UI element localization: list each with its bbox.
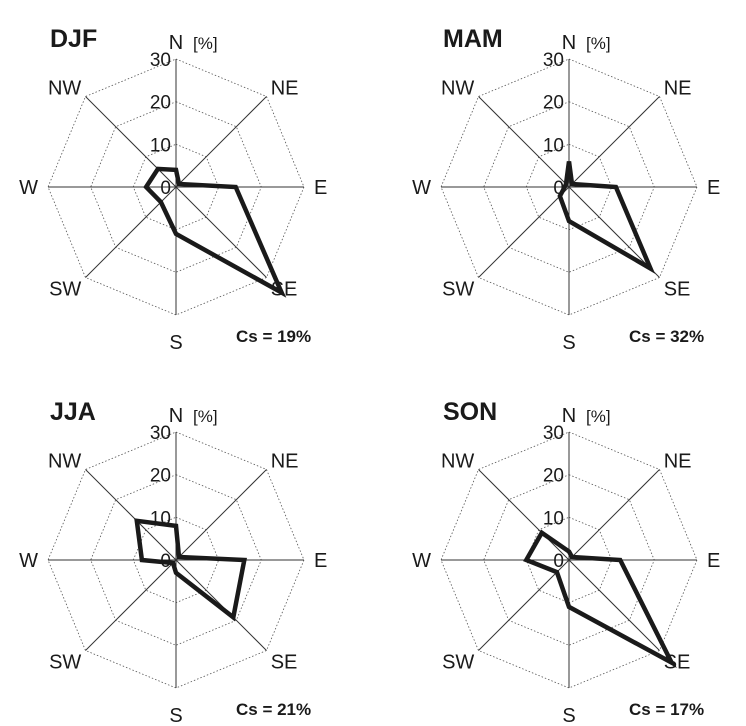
r-tick-label: 30 bbox=[543, 50, 564, 71]
wind-rose-jja: 0 10 20 30N NE E SE S SW W NW [%] JJA Cs = 21% bbox=[19, 398, 327, 726]
direction-label-w: W bbox=[412, 550, 431, 572]
grid-ring-30 bbox=[47, 58, 305, 316]
spoke-sw bbox=[85, 559, 177, 651]
r-tick-label: 10 bbox=[543, 508, 564, 529]
direction-label-ne: NE bbox=[271, 77, 299, 99]
r-tick-label: 10 bbox=[150, 508, 171, 529]
direction-label-sw: SW bbox=[442, 652, 474, 674]
direction-label-nw: NW bbox=[441, 77, 474, 99]
r-tick-label: 20 bbox=[150, 466, 171, 487]
direction-label-ne: NE bbox=[664, 450, 692, 472]
rose-series-line bbox=[523, 529, 677, 668]
r-tick-label: 20 bbox=[543, 466, 564, 487]
r-tick-label: 0 bbox=[160, 551, 171, 572]
direction-label-s: S bbox=[169, 332, 182, 354]
direction-label-se: SE bbox=[271, 652, 298, 674]
season-title: MAM bbox=[443, 25, 503, 53]
wind-rose-djf: 0 10 20 30N NE E SE S SW W NW [%] DJF Cs = 19% bbox=[19, 25, 327, 354]
grid-ring-20 bbox=[483, 474, 655, 646]
unit-label: [%] bbox=[193, 34, 218, 53]
direction-label-e: E bbox=[707, 177, 720, 199]
direction-label-nw: NW bbox=[48, 77, 81, 99]
direction-label-w: W bbox=[19, 177, 38, 199]
direction-label-se: SE bbox=[271, 279, 298, 301]
r-tick-label: 30 bbox=[150, 50, 171, 71]
direction-label-se: SE bbox=[664, 652, 691, 674]
rose-series-line bbox=[557, 161, 656, 274]
direction-label-se: SE bbox=[664, 279, 691, 301]
wind-rose-son: 0 10 20 30N NE E SE S SW W NW [%] SON Cs = 17% bbox=[412, 398, 720, 726]
spoke-ne bbox=[568, 469, 660, 561]
unit-label: [%] bbox=[586, 407, 611, 426]
direction-label-ne: NE bbox=[664, 77, 692, 99]
spoke-nw bbox=[478, 96, 570, 188]
direction-label-sw: SW bbox=[442, 279, 474, 301]
direction-label-w: W bbox=[412, 177, 431, 199]
spoke-ne bbox=[175, 469, 267, 561]
direction-label-s: S bbox=[169, 705, 182, 726]
direction-label-e: E bbox=[707, 550, 720, 572]
direction-label-ne: NE bbox=[271, 450, 299, 472]
r-tick-label: 0 bbox=[553, 178, 564, 199]
rose-series-line bbox=[143, 166, 287, 298]
r-tick-label: 20 bbox=[543, 93, 564, 114]
grid-ring-30 bbox=[440, 58, 698, 316]
direction-label-sw: SW bbox=[49, 279, 81, 301]
season-title: DJF bbox=[50, 25, 97, 53]
spoke-nw bbox=[478, 469, 570, 561]
r-tick-label: 10 bbox=[543, 135, 564, 156]
direction-label-e: E bbox=[314, 550, 327, 572]
direction-label-nw: NW bbox=[48, 450, 81, 472]
direction-label-sw: SW bbox=[49, 652, 81, 674]
direction-label-s: S bbox=[562, 705, 575, 726]
direction-label-n: N bbox=[169, 405, 183, 427]
cs-label: Cs = 19% bbox=[236, 327, 311, 346]
r-tick-label: 0 bbox=[160, 178, 171, 199]
unit-label: [%] bbox=[193, 407, 218, 426]
season-title: SON bbox=[443, 398, 497, 426]
direction-label-w: W bbox=[19, 550, 38, 572]
direction-label-e: E bbox=[314, 177, 327, 199]
r-tick-label: 0 bbox=[553, 551, 564, 572]
spoke-ne bbox=[568, 96, 660, 188]
r-tick-label: 30 bbox=[150, 423, 171, 444]
direction-label-n: N bbox=[169, 32, 183, 54]
r-tick-label: 30 bbox=[543, 423, 564, 444]
grid-ring-30 bbox=[440, 431, 698, 689]
unit-label: [%] bbox=[586, 34, 611, 53]
spoke-nw bbox=[85, 469, 177, 561]
direction-label-nw: NW bbox=[441, 450, 474, 472]
r-tick-label: 10 bbox=[150, 135, 171, 156]
wind-rose-mam: 0 10 20 30N NE E SE S SW W NW [%] MAM Cs = 32% bbox=[412, 25, 720, 354]
season-title: JJA bbox=[50, 398, 96, 426]
spoke-sw bbox=[478, 186, 570, 278]
spoke-ne bbox=[175, 96, 267, 188]
grid-ring-20 bbox=[90, 474, 262, 646]
grid-ring-20 bbox=[90, 101, 262, 273]
grid-ring-20 bbox=[483, 101, 655, 273]
cs-label: Cs = 21% bbox=[236, 700, 311, 719]
direction-label-n: N bbox=[562, 405, 576, 427]
cs-label: Cs = 17% bbox=[629, 700, 704, 719]
spoke-se bbox=[175, 186, 267, 278]
spoke-se bbox=[568, 559, 660, 651]
grid-ring-30 bbox=[47, 431, 305, 689]
direction-label-s: S bbox=[562, 332, 575, 354]
spoke-nw bbox=[85, 96, 177, 188]
cs-label: Cs = 32% bbox=[629, 327, 704, 346]
spoke-sw bbox=[478, 559, 570, 651]
direction-label-n: N bbox=[562, 32, 576, 54]
r-tick-label: 20 bbox=[150, 93, 171, 114]
rose-series-line bbox=[134, 518, 247, 622]
